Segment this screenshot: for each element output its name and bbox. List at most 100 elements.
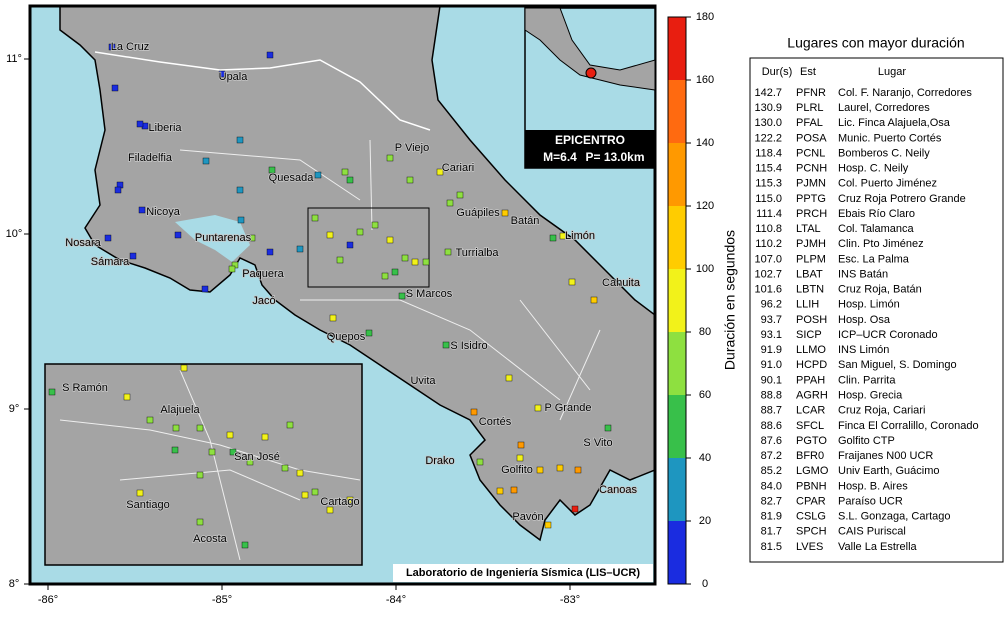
lon-tick-label: -86° <box>38 594 58 606</box>
station-marker <box>568 278 576 286</box>
station-marker <box>301 491 309 499</box>
table-cell: BFR0 <box>796 450 824 462</box>
station-marker <box>201 285 209 293</box>
gulf-of-nicoya <box>175 215 250 262</box>
colorbar-band <box>668 80 686 143</box>
table-cell: Hosp. Grecia <box>838 390 903 402</box>
credit-box <box>393 564 653 582</box>
table-cell: 110.2 <box>755 238 782 250</box>
colorbar-tick-label: 0 <box>702 578 708 590</box>
colorbar-tick-label: 80 <box>699 326 711 338</box>
colorbar-band <box>668 269 686 332</box>
lon-tick-label: -85° <box>212 594 232 606</box>
station-marker <box>446 199 454 207</box>
station-marker <box>281 464 289 472</box>
colorbar-band <box>668 17 686 80</box>
table-cell: ICP–UCR Coronado <box>838 329 938 341</box>
table-cell: 93.1 <box>761 329 782 341</box>
station-marker <box>108 43 116 51</box>
station-marker <box>104 234 112 242</box>
place-label: Drako <box>425 455 454 467</box>
table-cell: 101.6 <box>754 284 782 296</box>
table-cell: PGTO <box>796 435 827 447</box>
colorbar-tick-label: 160 <box>696 74 714 86</box>
table-cell: 82.7 <box>761 495 782 507</box>
station-marker <box>456 191 464 199</box>
station-marker <box>208 448 216 456</box>
inset-place-label: Cartago <box>320 496 359 508</box>
place-label: Cariari <box>442 162 474 174</box>
station-marker <box>444 248 452 256</box>
station-marker <box>218 70 226 78</box>
table-cell: Bomberos C. Neily <box>838 147 930 159</box>
station-marker <box>326 231 334 239</box>
colorbar-band <box>668 395 686 458</box>
colorbar-band <box>668 332 686 395</box>
epicenter-box <box>525 130 655 168</box>
station-marker <box>329 314 337 322</box>
station-marker <box>248 234 256 242</box>
station-marker <box>356 228 364 236</box>
station-marker <box>326 506 334 514</box>
table-cell: PPTG <box>796 193 826 205</box>
station-marker <box>381 272 389 280</box>
station-marker <box>196 471 204 479</box>
station-marker <box>398 292 406 300</box>
station-marker <box>229 448 237 456</box>
station-marker <box>114 186 122 194</box>
place-label: Nicoya <box>146 206 181 218</box>
station-marker <box>123 393 131 401</box>
lat-tick-label: 11° <box>6 53 22 65</box>
station-marker <box>476 458 484 466</box>
table-cell: PLRL <box>796 102 824 114</box>
table-cell: PBNH <box>796 480 827 492</box>
place-label: Turrialba <box>456 247 500 259</box>
station-marker <box>510 486 518 494</box>
place-label: S Marcos <box>406 288 453 300</box>
station-marker <box>246 458 254 466</box>
table-cell: 115.4 <box>755 163 782 175</box>
place-label: Sámara <box>91 256 130 268</box>
table-cell: San Miguel, S. Domingo <box>838 359 957 371</box>
table-cell: Paraíso UCR <box>838 495 903 507</box>
epicenter-magnitude: M=6.4 <box>543 150 577 164</box>
colorbar-label: Duración en segundos <box>722 230 738 370</box>
table-cell: 115.0 <box>755 193 782 205</box>
station-marker <box>365 329 373 337</box>
station-marker <box>341 168 349 176</box>
table-cell: 96.2 <box>761 299 782 311</box>
table-cell: PCNL <box>796 147 825 159</box>
table-cell: INS Limón <box>838 344 889 356</box>
place-label: Uvita <box>410 375 436 387</box>
table-cell: CAIS Puriscal <box>838 526 906 538</box>
station-marker <box>228 265 236 273</box>
table-cell: PFAL <box>796 117 823 129</box>
table-frame <box>749 57 1004 563</box>
inset-road <box>59 369 361 561</box>
table-cell: Laurel, Corredores <box>838 102 930 114</box>
place-label: Guápiles <box>456 207 500 219</box>
table-cell: Esc. La Palma <box>838 253 910 265</box>
station-marker <box>266 51 274 59</box>
table-cell: Col. Talamanca <box>838 223 914 235</box>
colorbar-tick-label: 140 <box>696 137 714 149</box>
station-marker <box>336 256 344 264</box>
station-marker <box>391 268 399 276</box>
station-marker <box>226 431 234 439</box>
table-cell: INS Batán <box>838 268 888 280</box>
station-marker <box>346 496 354 504</box>
place-label: La Cruz <box>111 41 150 53</box>
station-marker <box>436 168 444 176</box>
station-marker <box>202 157 210 165</box>
colorbar-band <box>668 206 686 269</box>
station-marker <box>311 214 319 222</box>
station-marker <box>559 232 567 240</box>
table-cell: Col. Puerto Jiménez <box>838 178 937 190</box>
table-cell: PLPM <box>796 253 826 265</box>
place-label: S Isidro <box>450 340 487 352</box>
colorbar: Duración en segundos 0 20 40 60 80 100 120 140 1… <box>667 11 738 590</box>
table-cell: Hosp. Osa <box>838 314 891 326</box>
table-cell: Golfito CTP <box>838 435 895 447</box>
table-cell: 88.7 <box>761 405 782 417</box>
table-cell: 91.9 <box>761 344 782 356</box>
